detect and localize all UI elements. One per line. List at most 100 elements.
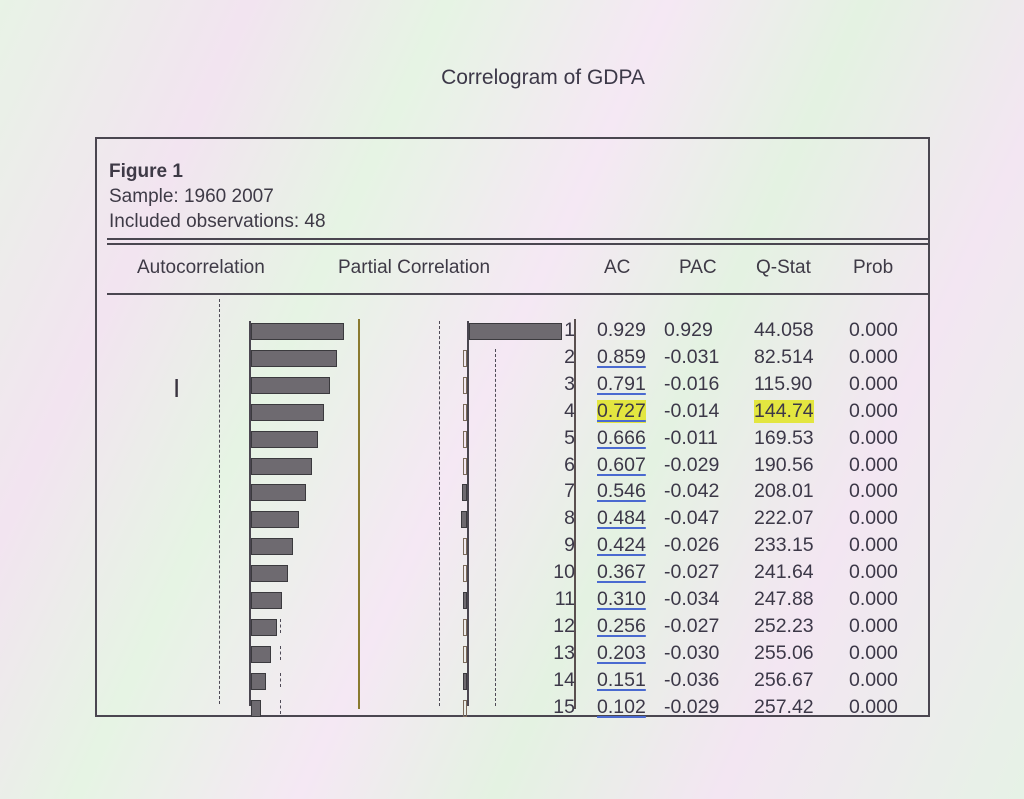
pac-cell: -0.031 [664, 345, 720, 368]
pac-bar [461, 511, 467, 529]
info-block: Figure 1 Sample: 1960 2007 Included obse… [109, 159, 326, 234]
table-row: 1 0.929 0.929 44.058 0.000 [97, 319, 932, 346]
pac-bar [463, 565, 467, 583]
correlogram-frame: Figure 1 Sample: 1960 2007 Included obse… [95, 137, 932, 719]
ac-bar [251, 484, 306, 502]
pac-bar [463, 349, 467, 367]
divider [107, 238, 928, 240]
ac-cell: 0.102 [597, 695, 646, 718]
lag-cell: 2 [564, 345, 575, 368]
ac-cell: 0.791 [597, 372, 646, 395]
header-autocorrelation: Autocorrelation [137, 257, 265, 278]
table-row: 3 0.791 -0.016 115.90 0.000 [97, 373, 932, 400]
pac-cell: -0.029 [664, 453, 720, 476]
lag-cell: 12 [553, 614, 575, 637]
qstat-cell: 241.64 [754, 561, 814, 584]
prob-cell: 0.000 [849, 641, 898, 664]
ac-confidence-lower [219, 299, 221, 704]
pac-bar [463, 430, 467, 448]
pac-cell: -0.011 [664, 426, 718, 449]
ac-cell: 0.929 [597, 319, 646, 341]
table-row: 13 0.203 -0.030 255.06 0.000 [97, 642, 932, 669]
prob-cell: 0.000 [849, 345, 898, 368]
ac-bar [251, 592, 282, 609]
header-prob: Prob [853, 257, 894, 278]
pac-zero-axis [467, 321, 469, 706]
lag-cell: 14 [553, 668, 575, 691]
ac-bar [251, 565, 288, 583]
correlogram-plot: I 1 0.929 0.929 44.058 0.000 2 0.859 -0.031 82.5… [97, 299, 932, 719]
pac-cell: -0.036 [664, 668, 720, 691]
prob-cell: 0.000 [849, 561, 898, 584]
ac-bar [251, 349, 337, 367]
pac-bar [461, 484, 467, 502]
prob-cell: 0.000 [849, 319, 898, 341]
prob-cell: 0.000 [849, 480, 898, 503]
ac-bar [251, 618, 277, 636]
qstat-cell: 222.07 [754, 507, 814, 530]
table-row: 4 0.727 -0.014 144.74 0.000 [97, 399, 932, 427]
lag-cell: 15 [553, 695, 575, 718]
pac-bar [463, 376, 467, 394]
pac-bar [463, 457, 467, 475]
ac-cell: 0.151 [597, 668, 646, 691]
qstat-cell: 44.058 [754, 319, 814, 341]
qstat-cell: 233.15 [754, 534, 814, 557]
qstat-cell: 169.53 [754, 426, 814, 449]
table-row: 14 0.151 -0.036 256.67 0.000 [97, 669, 932, 696]
pac-cell: -0.016 [664, 372, 720, 395]
pac-bar [462, 672, 467, 690]
qstat-cell: 144.74 [754, 399, 814, 423]
pac-cell: -0.034 [664, 588, 720, 610]
header-qstat: Q-Stat [756, 257, 811, 278]
lag-cell: 6 [564, 453, 575, 476]
pac-bar [462, 592, 467, 609]
ac-bar [251, 457, 312, 475]
pac-confidence-upper [495, 349, 497, 706]
pac-cell: -0.027 [664, 614, 720, 637]
prob-cell: 0.000 [849, 668, 898, 691]
qstat-cell: 115.90 [754, 372, 813, 395]
lag-cell: 7 [564, 480, 575, 503]
lag-cell: 1 [564, 319, 575, 341]
ac-cell: 0.727 [597, 399, 646, 423]
qstat-cell: 255.06 [754, 641, 814, 664]
lag-cell: 5 [564, 426, 575, 449]
table-row: 15 0.102 -0.029 257.42 0.000 [97, 696, 932, 723]
header-ac: AC [604, 257, 631, 278]
ac-confidence-upper [280, 645, 282, 660]
table-row: 2 0.859 -0.031 82.514 0.000 [97, 346, 932, 373]
table-row: 9 0.424 -0.026 233.15 0.000 [97, 534, 932, 561]
ac-panel-right [358, 319, 360, 709]
lag-cell: 3 [564, 372, 575, 395]
lag-cell: 8 [564, 507, 575, 530]
ac-cell: 0.484 [597, 507, 646, 530]
prob-cell: 0.000 [849, 507, 898, 530]
pac-bar [463, 538, 467, 556]
ac-cell: 0.546 [597, 480, 646, 503]
pac-bar [463, 645, 467, 663]
pac-cell: -0.027 [664, 561, 720, 584]
prob-cell: 0.000 [849, 453, 898, 476]
ac-cell: 0.607 [597, 453, 646, 476]
qstat-cell: 208.01 [754, 480, 814, 503]
sample-label: Sample: 1960 2007 [109, 186, 274, 207]
lag-cell: 9 [564, 534, 575, 557]
lag-cell: 4 [564, 399, 575, 422]
pac-cell: 0.929 [664, 319, 713, 341]
page-title: Correlogram of GDPA [441, 66, 645, 89]
table-row: 10 0.367 -0.027 241.64 0.000 [97, 561, 932, 588]
ac-confidence-upper [280, 672, 282, 687]
ac-cell: 0.859 [597, 345, 646, 368]
figure-label: Figure 1 [109, 161, 183, 182]
divider [107, 293, 928, 295]
pac-bar [469, 323, 562, 340]
pac-bar [463, 699, 467, 717]
qstat-cell: 257.42 [754, 695, 814, 718]
ac-confidence-upper [280, 618, 282, 633]
text-cursor-icon: I [173, 373, 181, 403]
ac-cell: 0.256 [597, 614, 646, 637]
ac-cell: 0.367 [597, 561, 646, 584]
ac-bar [251, 672, 267, 690]
ac-cell: 0.203 [597, 641, 646, 664]
